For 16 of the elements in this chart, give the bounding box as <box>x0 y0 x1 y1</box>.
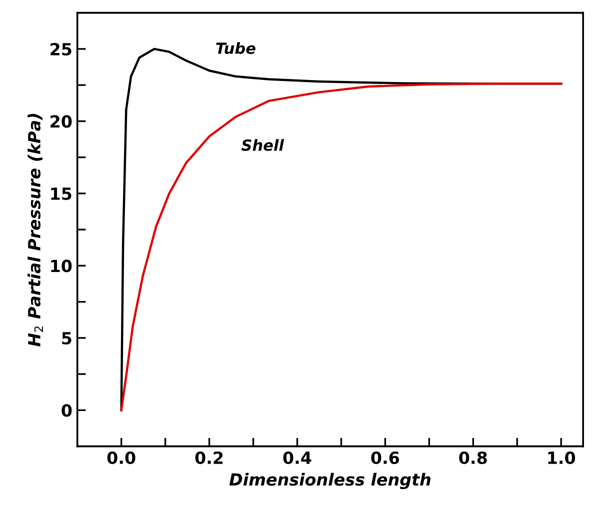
y-tick-label: 25 <box>50 42 72 56</box>
x-tick-label: 0.2 <box>195 451 223 464</box>
y-axis-title: H$_{2}$ Partial Pressure (kPa) <box>28 114 44 346</box>
y-tick-label: 20 <box>50 115 72 128</box>
x-tick-label: 0.0 <box>107 451 136 464</box>
y-tick-label: 15 <box>51 188 72 200</box>
y-tick-label: 10 <box>51 260 72 272</box>
x-tick-label: 0.8 <box>459 451 487 464</box>
series-label: Shell <box>241 139 284 151</box>
x-tick-label: 0.4 <box>283 451 312 464</box>
series-label: Tube <box>216 42 256 54</box>
y-tick-label: 5 <box>62 332 72 345</box>
x-tick-label: 1.0 <box>548 451 576 464</box>
x-axis-title: Dimensionless length <box>229 472 430 490</box>
y-tick-label: 0 <box>62 404 72 417</box>
x-tick-label: 0.6 <box>371 451 400 464</box>
